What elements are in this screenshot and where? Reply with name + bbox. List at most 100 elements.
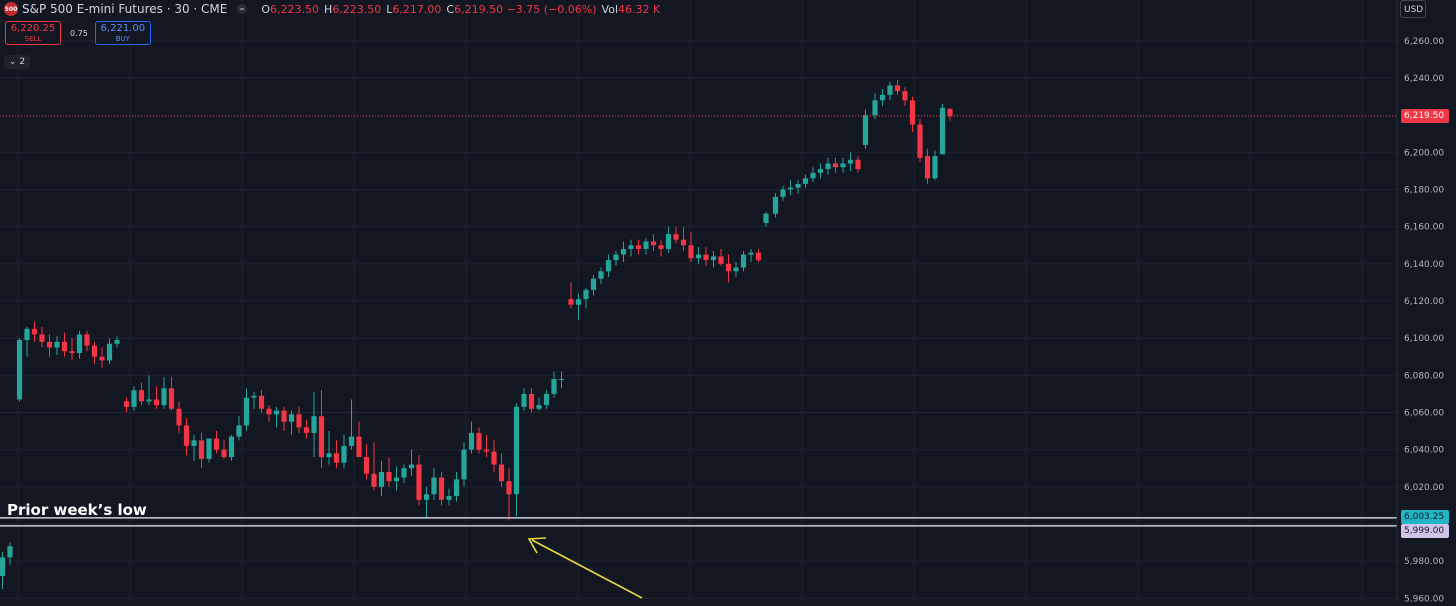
candle: [213, 431, 220, 454]
candle-body: [191, 440, 197, 446]
ohlc-key: H: [324, 2, 333, 16]
annotation-arrow[interactable]: [527, 537, 643, 599]
candle-body: [939, 107, 946, 155]
grid: [0, 0, 1397, 602]
candle: [703, 247, 709, 266]
candle: [468, 421, 475, 454]
buy-button[interactable]: 6,221.00 BUY: [94, 21, 151, 45]
candle: [153, 386, 160, 409]
candle: [718, 248, 724, 266]
candle: [551, 371, 557, 398]
ohlc-value: 6,219.50 −3.75 (−0.06%): [454, 2, 597, 16]
candle: [536, 397, 542, 411]
candle-body: [733, 267, 739, 272]
candle-body: [598, 271, 604, 279]
price-axis-tick-label: 6,040.00: [1404, 446, 1444, 456]
candle-body: [855, 159, 861, 170]
candle-body: [947, 108, 953, 117]
candle: [688, 232, 694, 262]
candle: [725, 254, 732, 283]
candle-body: [131, 390, 137, 407]
candle-body: [605, 260, 612, 272]
candle: [24, 327, 30, 357]
candle: [356, 421, 362, 458]
ohlc-value: 46.32 K: [618, 2, 661, 16]
candle: [183, 418, 190, 456]
price-axis-tick-label: 6,180.00: [1404, 186, 1444, 196]
candle: [598, 267, 604, 285]
candle-body: [755, 252, 762, 261]
candle: [311, 392, 317, 458]
candle: [386, 457, 392, 487]
trade-panel: 6,220.25 SELL 0.75 6,221.00 BUY: [5, 21, 151, 45]
candle-body: [673, 234, 679, 240]
candle-body: [810, 172, 816, 179]
candle: [206, 438, 212, 463]
currency-selector[interactable]: USD: [1400, 0, 1426, 18]
candle: [665, 226, 672, 253]
candle-body: [725, 263, 732, 272]
candle-body: [506, 481, 512, 495]
candle-body: [106, 343, 113, 361]
candle: [446, 488, 452, 506]
candle: [228, 434, 235, 461]
candle-body: [862, 115, 869, 145]
candle-body: [416, 464, 422, 500]
candle: [288, 410, 295, 435]
candle-body: [431, 477, 437, 495]
candle-body: [491, 451, 497, 465]
candle: [266, 405, 272, 422]
candle: [909, 96, 916, 132]
candle-body: [76, 334, 83, 354]
candle-body: [887, 85, 893, 95]
candle: [740, 250, 747, 272]
price-axis-tick-label: 6,080.00: [1404, 371, 1444, 381]
symbol-title[interactable]: S&P 500 E-mini Futures · 30 · CME: [22, 2, 228, 16]
candle: [281, 406, 287, 432]
candle-body: [221, 449, 227, 458]
candle: [755, 248, 762, 262]
price-axis-tick-label: 6,240.00: [1404, 74, 1444, 84]
candle: [932, 150, 938, 181]
candle-body: [635, 245, 642, 249]
candle: [99, 347, 105, 368]
candle-body: [909, 100, 916, 125]
indicators-toggle-button[interactable]: ⌄ 2: [4, 55, 30, 69]
candle-body: [795, 183, 801, 188]
candle-body: [393, 477, 400, 482]
candle-body: [84, 334, 90, 346]
candle: [371, 442, 377, 491]
candle-body: [438, 477, 445, 500]
candle-body: [468, 432, 475, 450]
candle: [168, 377, 175, 411]
candle: [575, 293, 582, 320]
candle: [605, 254, 612, 277]
candle-body: [348, 436, 355, 446]
candle: [438, 471, 445, 506]
candle: [590, 274, 597, 296]
candle-body: [446, 496, 452, 500]
candle-body: [138, 390, 145, 402]
candle-body: [772, 196, 779, 214]
candle-body: [476, 432, 482, 450]
candle: [408, 449, 415, 476]
candle-body: [613, 254, 619, 261]
candle-body: [91, 345, 98, 357]
candle-body: [847, 159, 854, 164]
candle-body: [575, 299, 582, 305]
candle-body: [703, 254, 709, 261]
sell-button[interactable]: 6,220.25 SELL: [5, 21, 61, 45]
candle: [431, 468, 437, 500]
candle-body: [16, 340, 23, 400]
market-status-icon[interactable]: [237, 4, 248, 14]
candle-body: [311, 416, 317, 433]
candle: [802, 174, 809, 188]
ohlc-key: O: [261, 2, 271, 16]
candle: [453, 471, 460, 502]
candle: [341, 434, 347, 469]
level-price-tag-top: 6,003.25: [1401, 509, 1449, 524]
candle-body: [236, 425, 242, 437]
candle: [917, 118, 923, 162]
